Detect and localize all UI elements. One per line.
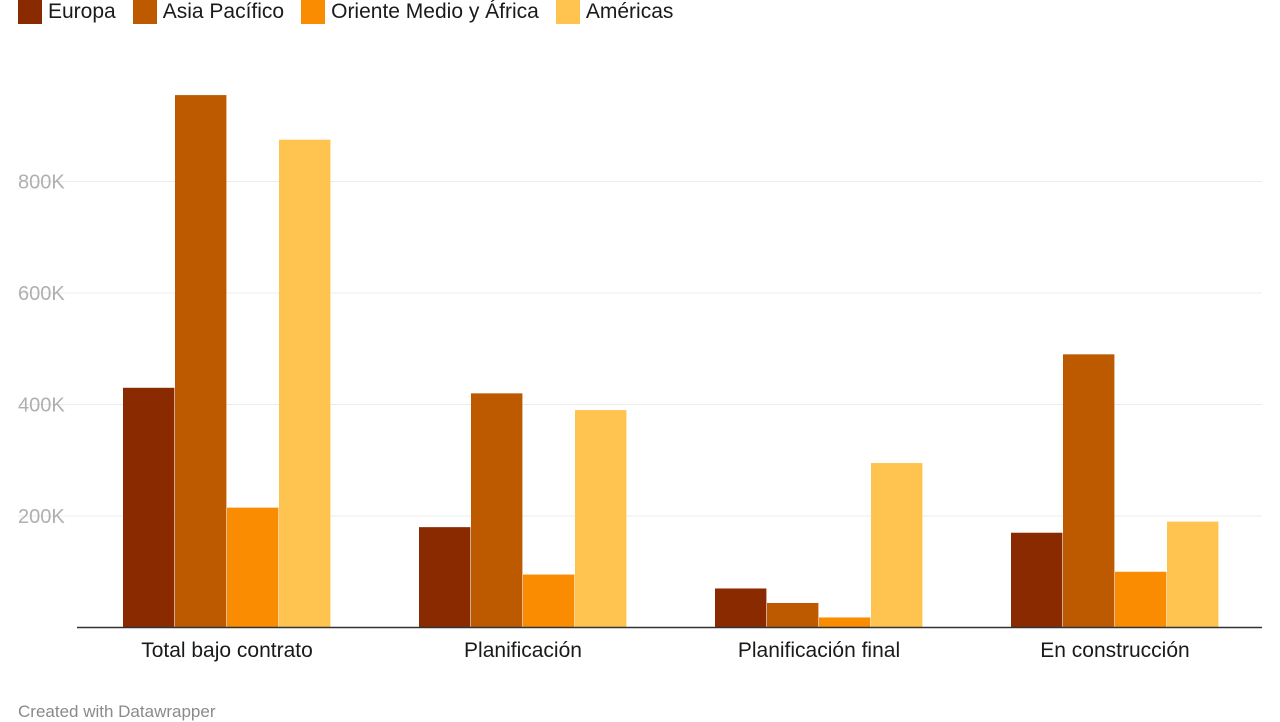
y-tick-label: 200K: [18, 506, 65, 528]
x-category-label: Total bajo contrato: [141, 639, 313, 662]
bar-asia-pac-fico-3: [1063, 354, 1115, 628]
chart-legend: Europa Asia Pacífico Oriente Medio y Áfric…: [18, 0, 690, 24]
bar-europa-2: [715, 588, 767, 628]
bar-europa-3: [1011, 532, 1063, 628]
legend-swatch: [132, 0, 157, 24]
legend-swatch: [18, 0, 42, 24]
legend-label: Oriente Medio y África: [331, 0, 539, 23]
footer-credit: Created with Datawrapper: [18, 702, 216, 721]
y-tick-label: 400K: [18, 395, 65, 417]
x-axis-labels: Total bajo contrato Planificación Planific…: [141, 639, 1190, 662]
legend-swatch: [555, 0, 580, 24]
legend-swatch: [301, 0, 326, 24]
bar-asia-pac-fico-1: [471, 393, 523, 628]
legend-item: Américas: [555, 0, 674, 24]
x-category-label: Planificación final: [738, 639, 900, 662]
bar-am-ricas-2: [871, 463, 923, 628]
bar-oriente-medio-y-frica-0: [227, 507, 279, 628]
bar-am-ricas-1: [575, 410, 627, 628]
bar-asia-pac-fico-2: [767, 602, 819, 628]
bar-oriente-medio-y-frica-3: [1115, 571, 1167, 628]
bar-am-ricas-0: [279, 139, 331, 628]
legend-item: Asia Pacífico: [132, 0, 285, 24]
bars: [123, 95, 1219, 628]
x-category-label: En construcción: [1040, 639, 1189, 662]
bar-am-ricas-3: [1167, 521, 1219, 628]
bar-europa-0: [123, 387, 175, 628]
legend-item: Europa: [18, 0, 116, 24]
bar-oriente-medio-y-frica-1: [523, 574, 575, 628]
y-tick-label: 600K: [18, 283, 65, 305]
legend-label: Europa: [48, 0, 116, 23]
legend-item: Oriente Medio y África: [301, 0, 539, 24]
bar-oriente-medio-y-frica-2: [819, 617, 871, 628]
legend-label: Asia Pacífico: [162, 0, 285, 23]
bar-europa-1: [419, 527, 471, 628]
legend-label: Américas: [585, 0, 674, 23]
y-axis-labels: 200K 400K 600K 800K: [18, 172, 65, 529]
x-category-label: Planificación: [464, 639, 582, 662]
y-tick-label: 800K: [18, 172, 65, 194]
bar-asia-pac-fico-0: [175, 95, 227, 628]
